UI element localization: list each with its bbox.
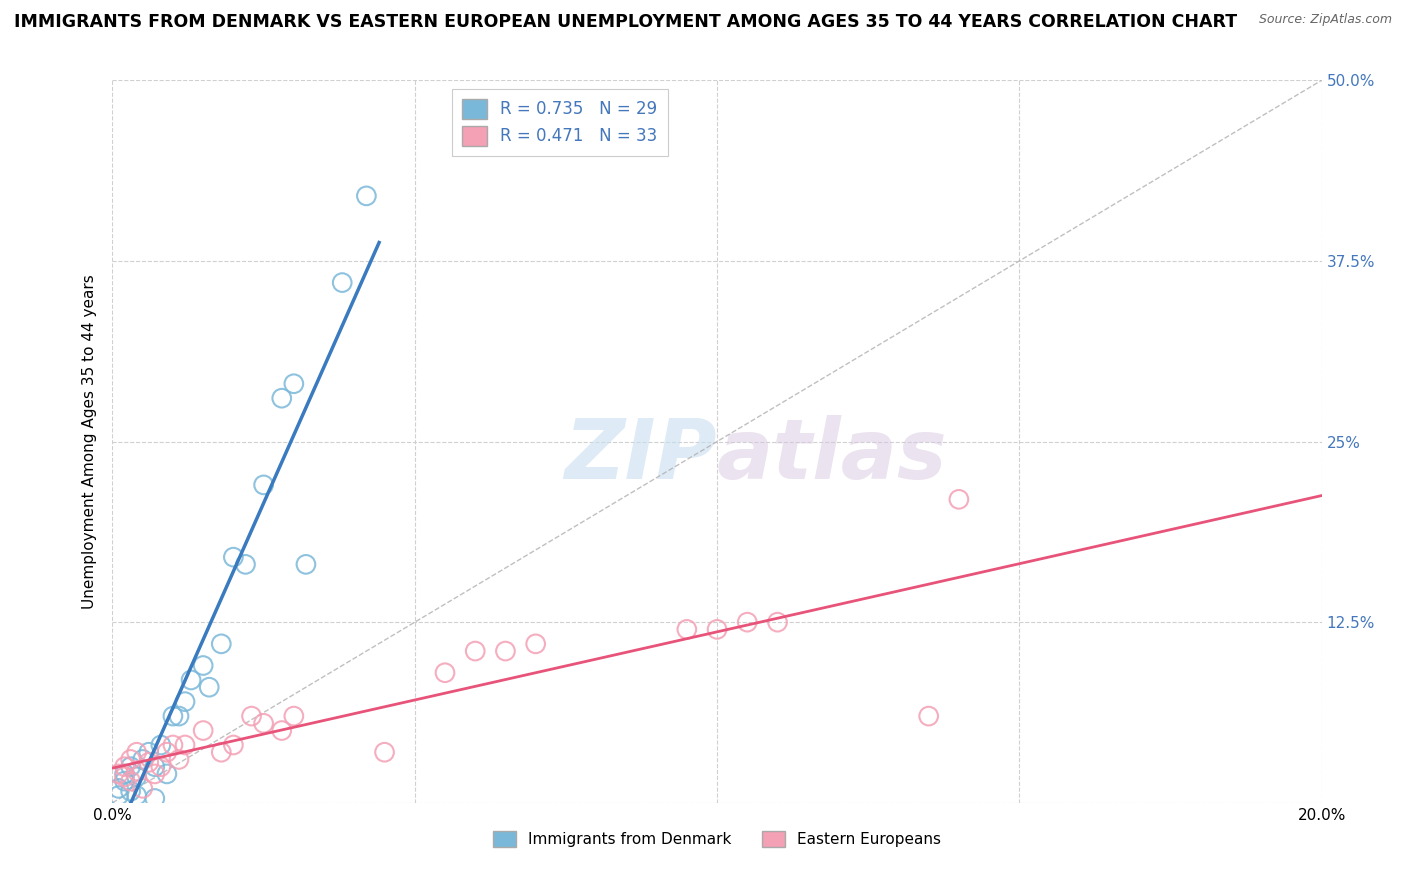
Point xyxy=(191,658,214,673)
Point xyxy=(198,680,221,694)
Point xyxy=(495,644,517,658)
Point xyxy=(162,709,184,723)
Point xyxy=(156,767,179,781)
Point xyxy=(766,615,789,630)
Point xyxy=(918,709,941,723)
Point xyxy=(120,784,142,798)
Point xyxy=(114,760,136,774)
Point xyxy=(143,760,166,774)
Point xyxy=(162,738,184,752)
Point xyxy=(174,738,197,752)
Point xyxy=(283,376,305,391)
Point xyxy=(107,767,129,781)
Point xyxy=(737,615,759,630)
Point xyxy=(706,623,728,637)
Point xyxy=(283,709,305,723)
Point xyxy=(114,774,136,789)
Point xyxy=(433,665,456,680)
Point xyxy=(209,745,232,759)
Point xyxy=(235,558,257,572)
Point xyxy=(143,791,166,805)
Point xyxy=(270,723,292,738)
Point xyxy=(675,623,697,637)
Point xyxy=(222,738,245,752)
Legend: Immigrants from Denmark, Eastern Europeans: Immigrants from Denmark, Eastern Europea… xyxy=(486,825,948,853)
Point xyxy=(120,752,142,766)
Point xyxy=(114,770,136,784)
Point xyxy=(191,723,214,738)
Point xyxy=(132,752,155,766)
Point xyxy=(114,767,136,781)
Point xyxy=(107,781,129,796)
Point xyxy=(125,764,148,778)
Y-axis label: Unemployment Among Ages 35 to 44 years: Unemployment Among Ages 35 to 44 years xyxy=(82,274,97,609)
Point xyxy=(464,644,486,658)
Text: IMMIGRANTS FROM DENMARK VS EASTERN EUROPEAN UNEMPLOYMENT AMONG AGES 35 TO 44 YEA: IMMIGRANTS FROM DENMARK VS EASTERN EUROP… xyxy=(14,13,1237,31)
Point xyxy=(524,637,547,651)
Text: ZIP: ZIP xyxy=(564,416,717,497)
Point xyxy=(174,695,197,709)
Point xyxy=(295,558,318,572)
Point xyxy=(120,774,142,789)
Text: Source: ZipAtlas.com: Source: ZipAtlas.com xyxy=(1258,13,1392,27)
Point xyxy=(167,752,190,766)
Point xyxy=(180,673,202,687)
Point xyxy=(253,478,276,492)
Point xyxy=(107,789,129,803)
Point xyxy=(125,745,148,759)
Point xyxy=(156,745,179,759)
Point xyxy=(132,781,155,796)
Point xyxy=(356,189,378,203)
Point xyxy=(253,716,276,731)
Point xyxy=(240,709,263,723)
Point xyxy=(270,391,292,405)
Point xyxy=(143,767,166,781)
Point xyxy=(149,738,172,752)
Point xyxy=(222,550,245,565)
Point xyxy=(209,637,232,651)
Point xyxy=(374,745,396,759)
Point xyxy=(120,760,142,774)
Point xyxy=(125,789,148,803)
Point xyxy=(149,760,172,774)
Point xyxy=(138,745,160,759)
Point xyxy=(138,756,160,770)
Point xyxy=(330,276,353,290)
Point xyxy=(948,492,970,507)
Point xyxy=(125,770,148,784)
Text: atlas: atlas xyxy=(717,416,948,497)
Point xyxy=(167,709,190,723)
